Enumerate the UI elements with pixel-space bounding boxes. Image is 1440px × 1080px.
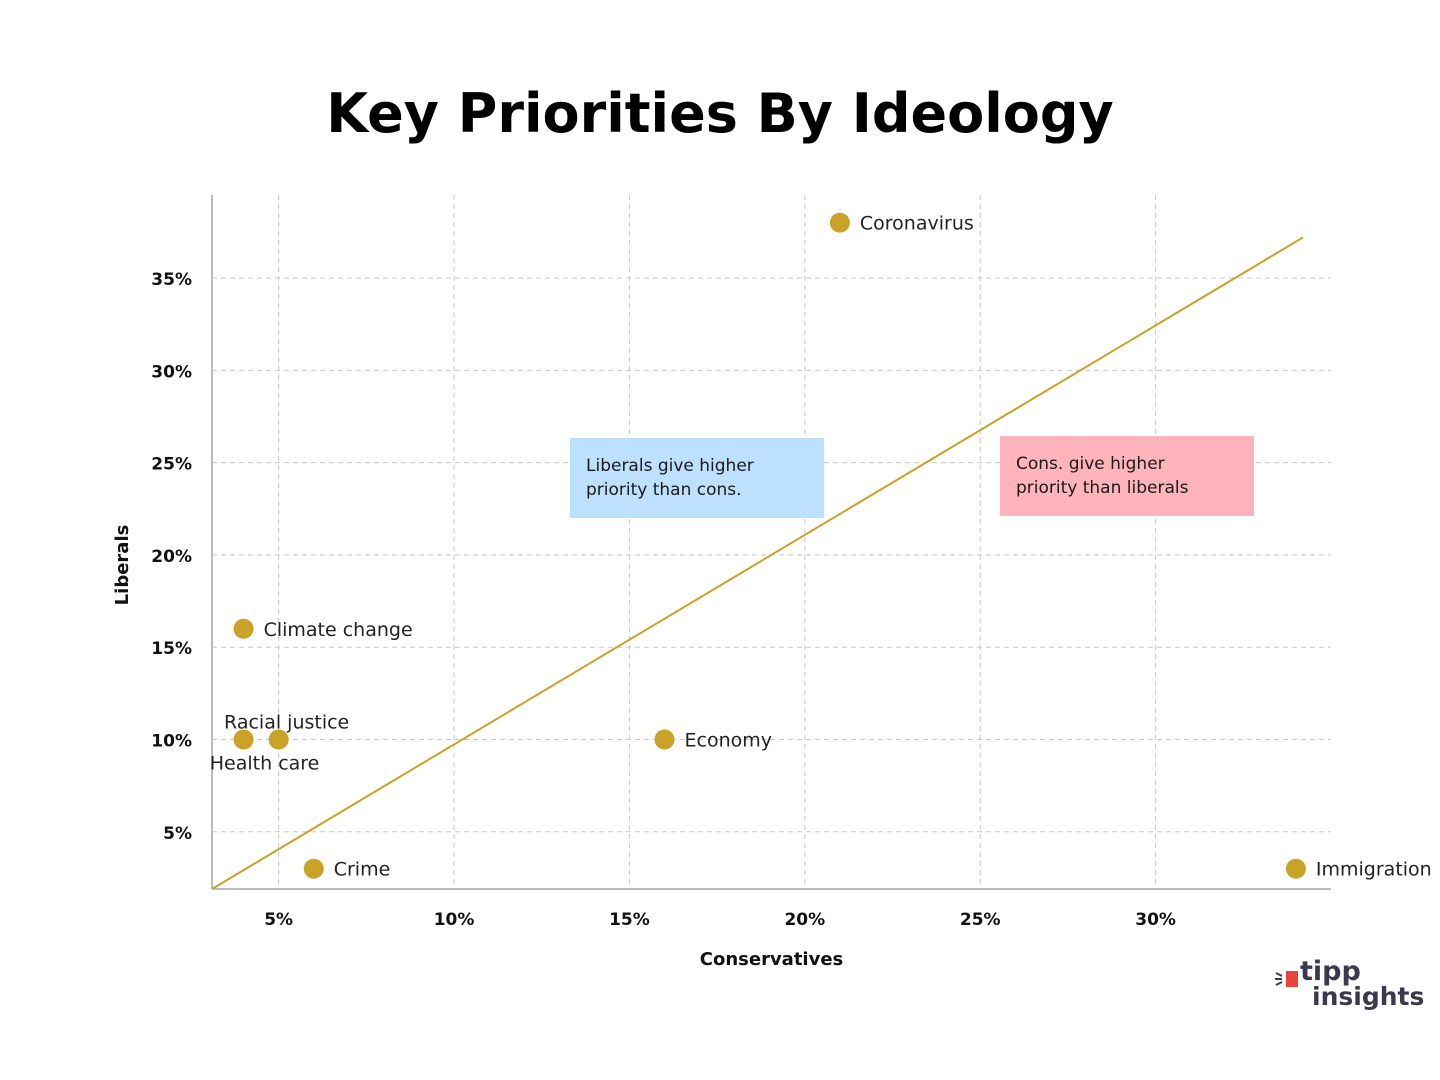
data-point (233, 618, 254, 639)
data-point (1285, 858, 1306, 879)
x-tick-label: 15% (609, 910, 650, 930)
point-label: Immigration (1316, 859, 1432, 881)
chart-title: Key Priorities By Ideology (326, 82, 1114, 145)
x-tick-label: 10% (434, 910, 475, 930)
brand-logo: tipp insights (1274, 956, 1425, 1018)
data-point (654, 729, 675, 750)
point-label: Coronavirus (860, 213, 974, 235)
conservative-note-line-1: Cons. give higher (1016, 454, 1165, 474)
point-label: Climate change (264, 619, 413, 641)
megaphone-icon (1275, 971, 1298, 987)
point-label: Racial justice (224, 711, 349, 733)
conservative-priority-note: Cons. give higher priority than liberals (1000, 436, 1254, 516)
point-label: Health care (210, 752, 320, 774)
x-axis-label: Conservatives (700, 949, 844, 970)
point-label: Crime (334, 859, 391, 881)
x-tick-label: 5% (264, 910, 293, 930)
x-tick-label: 20% (784, 910, 825, 930)
liberal-note-line-2: priority than cons. (586, 480, 742, 500)
points-layer: Coronavirus Climate change Racial justice H… (210, 212, 1432, 881)
trend-line (211, 236, 1304, 890)
data-point (268, 729, 289, 750)
data-point (303, 858, 324, 879)
x-tick-label: 30% (1135, 910, 1176, 930)
trend-line-layer (211, 236, 1304, 890)
y-tick-label: 30% (151, 362, 192, 382)
x-tick-label: 25% (960, 910, 1001, 930)
y-tick-label: 10% (151, 731, 192, 751)
data-point (233, 729, 254, 750)
liberal-priority-note: Liberals give higher priority than cons. (570, 438, 824, 518)
brand-name-line-1: tipp (1300, 956, 1361, 987)
conservative-note-line-2: priority than liberals (1016, 478, 1189, 498)
point-label: Economy (685, 729, 773, 751)
y-tick-label: 20% (151, 547, 192, 567)
y-tick-label: 35% (151, 270, 192, 290)
y-tick-label: 15% (151, 639, 192, 659)
y-axis-label: Liberals (112, 525, 133, 606)
data-point (829, 212, 850, 233)
brand-name-line-2: insights (1312, 982, 1425, 1011)
axes-layer: 5% 10% 15% 20% 25% 30% 5% 10% 15% 20% 25% 30% 35% (151, 195, 1331, 930)
y-tick-label: 5% (163, 824, 192, 844)
y-tick-label: 25% (151, 455, 192, 475)
grid-layer (212, 195, 1331, 889)
liberal-note-line-1: Liberals give higher (586, 456, 754, 476)
